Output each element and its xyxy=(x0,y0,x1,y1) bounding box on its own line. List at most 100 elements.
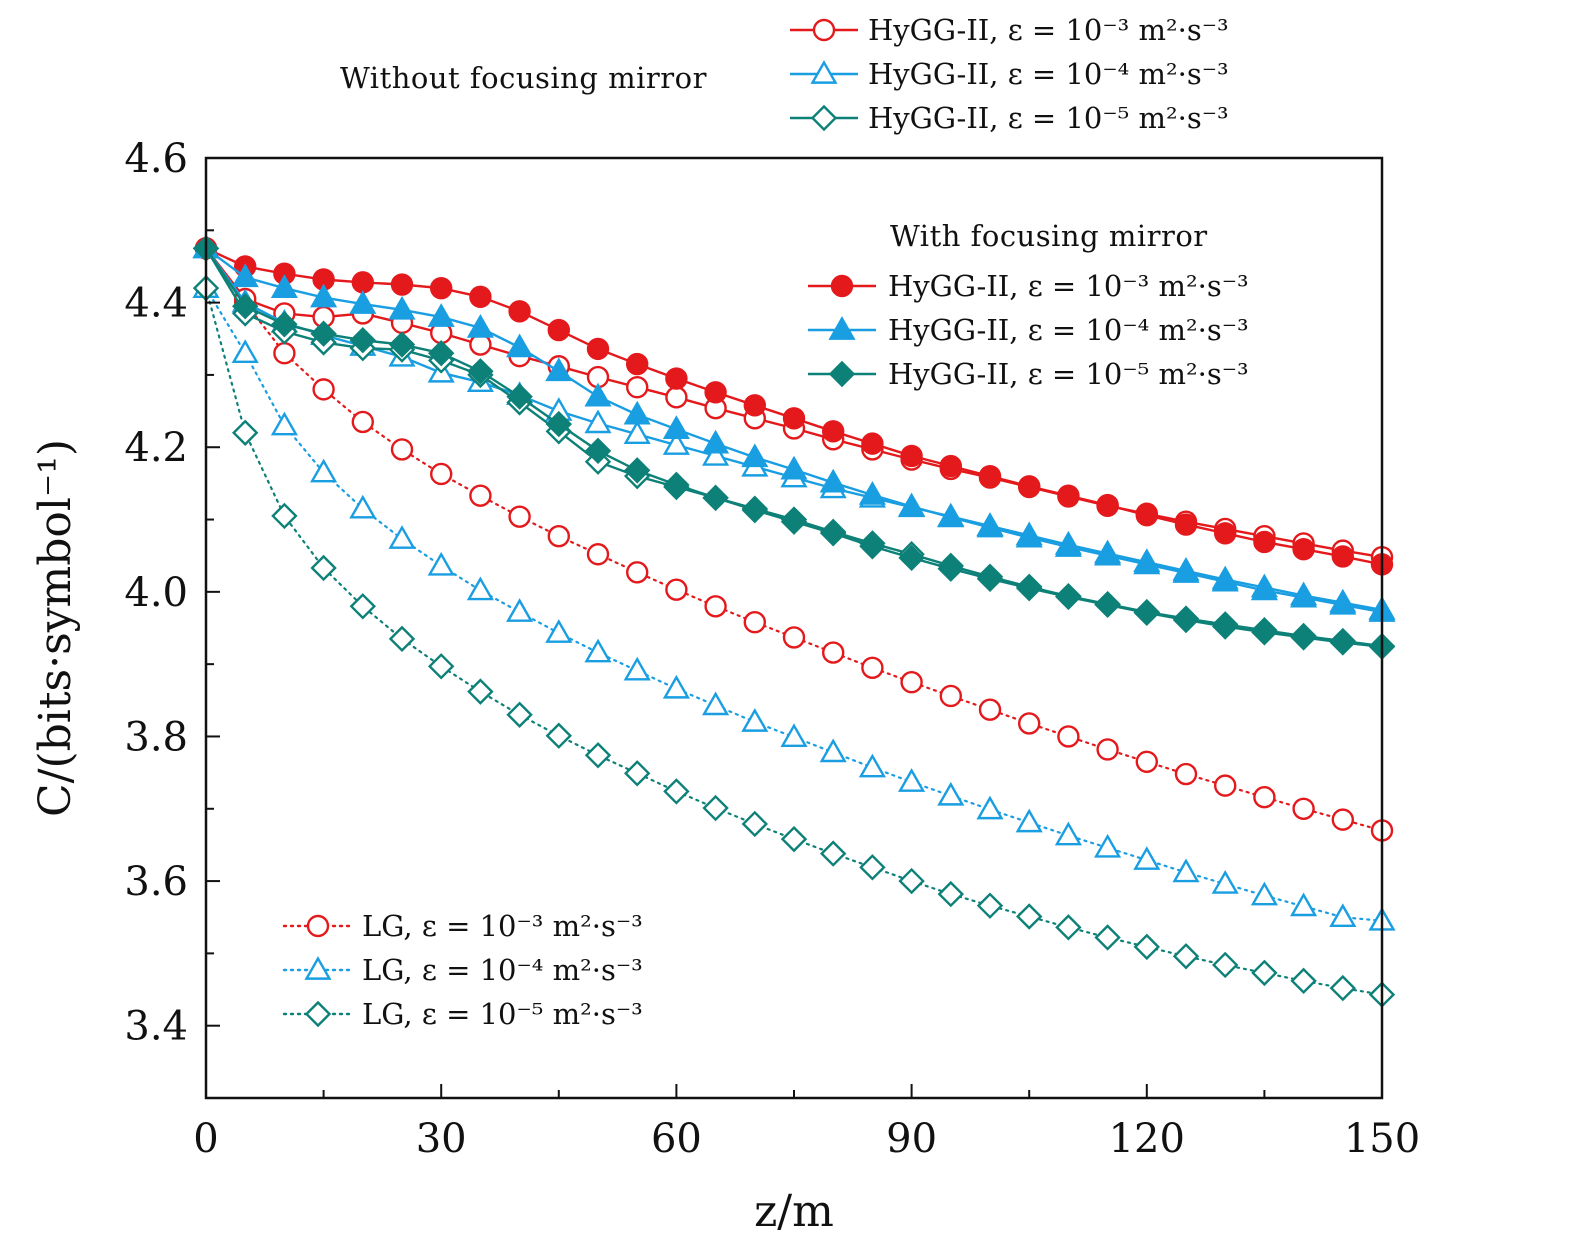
series-8 xyxy=(192,274,1396,1008)
data-point xyxy=(430,276,453,300)
data-point xyxy=(1331,808,1355,831)
data-point xyxy=(310,458,338,483)
data-point xyxy=(1253,530,1276,554)
x-tick-label: 150 xyxy=(1344,1116,1420,1162)
data-point xyxy=(1015,808,1043,833)
data-point xyxy=(624,760,651,787)
x-tick-label: 90 xyxy=(886,1116,937,1162)
data-point xyxy=(388,625,416,653)
data-point xyxy=(469,285,492,309)
data-point xyxy=(1133,846,1161,870)
data-point xyxy=(937,880,964,908)
data-point xyxy=(545,357,573,382)
data-point xyxy=(623,656,651,681)
data-point xyxy=(976,513,1004,538)
data-point xyxy=(976,892,1004,919)
data-point xyxy=(310,554,337,582)
data-point xyxy=(743,611,766,634)
data-point xyxy=(743,394,766,417)
data-point xyxy=(584,382,612,407)
data-point xyxy=(782,626,806,649)
data-point xyxy=(1015,523,1043,548)
data-point xyxy=(1174,762,1198,786)
data-point xyxy=(547,524,570,548)
data-point xyxy=(859,854,886,881)
data-point xyxy=(626,376,649,399)
data-point xyxy=(1329,903,1357,928)
data-point xyxy=(819,468,847,493)
data-point xyxy=(623,420,651,445)
data-point xyxy=(1172,559,1200,583)
legend-marker xyxy=(304,1000,332,1028)
legend-title: Without focusing mirror xyxy=(340,61,707,95)
data-point xyxy=(231,263,259,288)
data-point xyxy=(822,420,845,443)
data-point xyxy=(1290,583,1318,608)
legend-entry: HyGG-II, ε = 10⁻⁵ m²·s⁻³ xyxy=(790,101,1229,135)
y-tick-label: 4.2 xyxy=(124,425,188,471)
data-point xyxy=(1250,576,1278,601)
data-point xyxy=(1096,493,1119,517)
data-point xyxy=(937,555,964,582)
data-point xyxy=(1135,504,1159,527)
data-point xyxy=(1094,541,1122,566)
data-point xyxy=(1133,550,1161,575)
legend-marker xyxy=(828,316,856,340)
data-point xyxy=(466,576,494,601)
data-point xyxy=(586,337,610,361)
data-point xyxy=(1329,629,1356,656)
data-point xyxy=(1290,967,1317,995)
legend-entry: HyGG-II, ε = 10⁻³ m²·s⁻³ xyxy=(790,13,1229,47)
legend-label: HyGG-II, ε = 10⁻⁴ m²·s⁻³ xyxy=(888,313,1249,347)
data-point xyxy=(586,543,610,566)
data-point xyxy=(270,274,298,298)
data-point xyxy=(1290,624,1317,651)
series-layer xyxy=(192,234,1396,1008)
data-point xyxy=(1212,613,1239,640)
data-point xyxy=(427,551,455,576)
data-point xyxy=(271,311,298,338)
legend-marker xyxy=(810,60,838,84)
data-point xyxy=(545,410,572,438)
data-point xyxy=(506,598,534,622)
legend-entry: HyGG-II, ε = 10⁻⁴ m²·s⁻³ xyxy=(790,57,1229,91)
data-point xyxy=(1057,484,1080,507)
data-point xyxy=(939,454,962,478)
ticks-layer: 0 30 60 90 120 150 3.4 3.6 3.8 4.0 4.2 4.4 4.6 xyxy=(124,136,1420,1162)
data-point xyxy=(741,810,768,838)
legend-label: HyGG-II, ε = 10⁻³ m²·s⁻³ xyxy=(888,269,1249,303)
data-point xyxy=(702,794,729,822)
data-point xyxy=(388,331,416,358)
data-point xyxy=(1016,575,1043,602)
y-axis-label: C/(bits·symbol⁻¹) xyxy=(30,439,81,817)
data-point xyxy=(584,638,612,663)
legend-label: HyGG-II, ε = 10⁻³ m²·s⁻³ xyxy=(868,13,1229,47)
legend-label: LG, ε = 10⁻⁴ m²·s⁻³ xyxy=(362,953,643,987)
data-point xyxy=(1213,522,1237,545)
data-point xyxy=(702,691,730,716)
data-point xyxy=(1172,858,1200,883)
data-point xyxy=(741,496,768,524)
data-point xyxy=(466,314,494,338)
data-point xyxy=(1331,545,1355,568)
data-point xyxy=(584,437,612,465)
data-point xyxy=(663,471,690,499)
data-point xyxy=(1329,974,1356,1002)
data-point xyxy=(390,273,414,296)
data-point xyxy=(702,429,730,454)
data-point xyxy=(976,795,1004,820)
x-axis-label: z/m xyxy=(754,1186,834,1237)
data-point xyxy=(820,520,847,547)
data-point xyxy=(270,411,298,436)
legend-entry: HyGG-II, ε = 10⁻³ m²·s⁻³ xyxy=(808,269,1249,303)
data-point xyxy=(858,481,886,505)
data-point xyxy=(780,825,808,853)
legend-label: HyGG-II, ε = 10⁻⁴ m²·s⁻³ xyxy=(868,57,1229,91)
data-point xyxy=(547,318,570,342)
data-point xyxy=(584,409,612,434)
data-point xyxy=(704,595,727,618)
data-point xyxy=(349,327,376,354)
data-point xyxy=(1094,924,1121,951)
data-point xyxy=(626,561,649,584)
